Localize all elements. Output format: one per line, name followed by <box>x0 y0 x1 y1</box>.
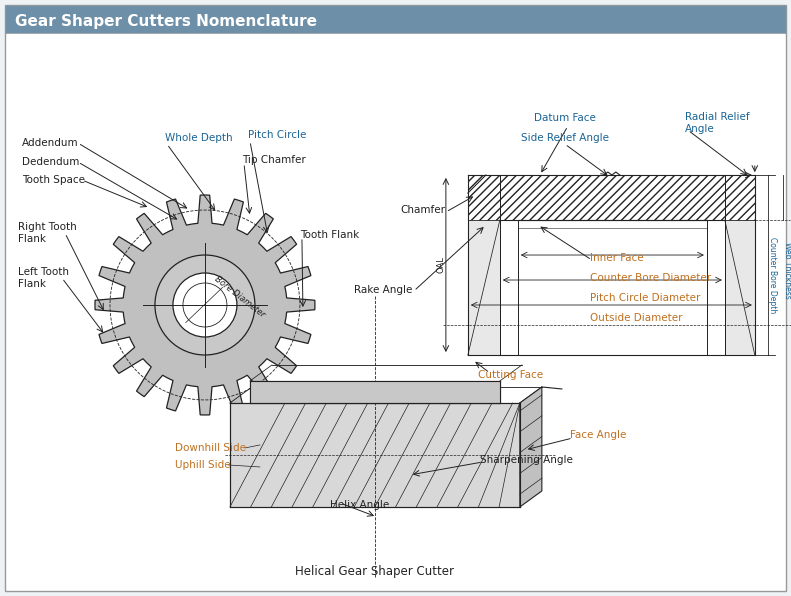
Text: Side Relief Angle: Side Relief Angle <box>520 133 609 143</box>
Bar <box>467 175 500 220</box>
Text: Chamfer: Chamfer <box>400 205 445 215</box>
Bar <box>500 175 725 220</box>
Text: Right Tooth
Flank: Right Tooth Flank <box>18 222 77 244</box>
Circle shape <box>155 255 255 355</box>
Bar <box>500 220 518 355</box>
Bar <box>5 5 785 33</box>
Text: Tip Chamfer: Tip Chamfer <box>242 155 305 165</box>
Text: Outside Diameter: Outside Diameter <box>590 313 683 323</box>
Text: Counter Bore Depth: Counter Bore Depth <box>768 237 778 313</box>
Text: Uphill Side: Uphill Side <box>175 460 231 470</box>
Text: Downhill Side: Downhill Side <box>175 443 246 453</box>
Text: Bore Diameter: Bore Diameter <box>213 275 267 319</box>
Text: Datum Face: Datum Face <box>534 113 596 123</box>
Text: Cutting Face: Cutting Face <box>478 370 543 380</box>
Text: Dedendum: Dedendum <box>22 157 79 167</box>
Text: Pitch Circle: Pitch Circle <box>248 130 306 140</box>
Bar <box>725 175 755 220</box>
Text: Radial Relief
Angle: Radial Relief Angle <box>685 112 749 134</box>
Text: Sharpening Angle: Sharpening Angle <box>480 455 573 465</box>
Bar <box>467 220 755 355</box>
Text: Pitch Circle Diameter: Pitch Circle Diameter <box>590 293 700 303</box>
Text: Web Thickness: Web Thickness <box>783 241 791 299</box>
Text: Whole Depth: Whole Depth <box>165 133 233 143</box>
Circle shape <box>173 273 237 337</box>
Text: Inner Face: Inner Face <box>590 253 643 263</box>
Bar <box>707 220 725 355</box>
Text: OAL: OAL <box>437 256 445 274</box>
Text: Left Tooth
Flank: Left Tooth Flank <box>18 267 69 289</box>
Polygon shape <box>95 195 315 415</box>
Text: Tooth Flank: Tooth Flank <box>300 230 359 240</box>
Text: Tooth Space: Tooth Space <box>22 175 85 185</box>
Text: Rake Angle: Rake Angle <box>354 285 412 295</box>
Text: Helical Gear Shaper Cutter: Helical Gear Shaper Cutter <box>295 566 454 579</box>
Text: Gear Shaper Cutters Nomenclature: Gear Shaper Cutters Nomenclature <box>15 14 317 29</box>
Text: Counter Bore Diameter: Counter Bore Diameter <box>590 273 711 283</box>
Text: Addendum: Addendum <box>22 138 78 148</box>
Text: Face Angle: Face Angle <box>570 430 626 440</box>
Polygon shape <box>520 387 542 507</box>
Text: Helix Angle: Helix Angle <box>330 500 389 510</box>
Bar <box>230 403 520 507</box>
Bar <box>250 381 500 403</box>
Bar <box>518 220 707 355</box>
